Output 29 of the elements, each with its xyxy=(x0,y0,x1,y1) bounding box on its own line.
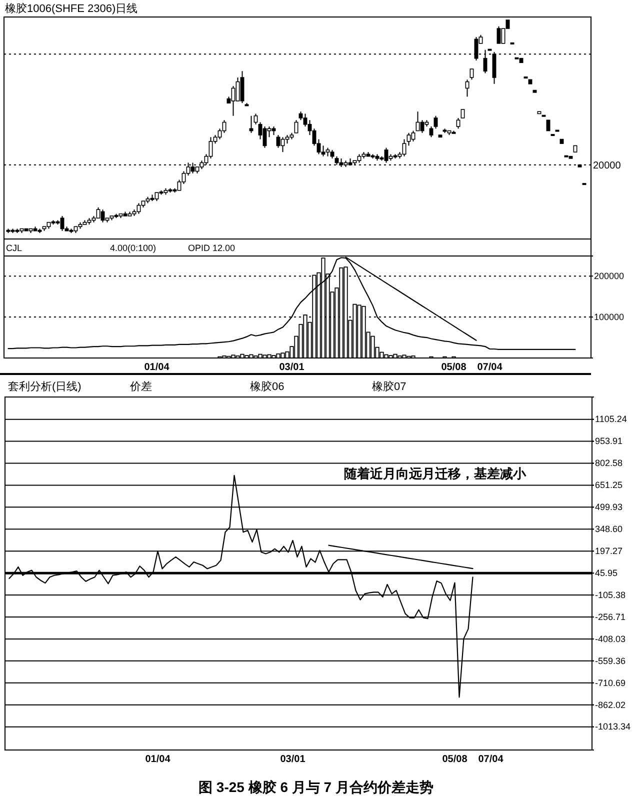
y-tick-label: 499.93 xyxy=(595,502,623,512)
x-tick-label: 07/04 xyxy=(478,754,504,766)
chart-title: 套利分析(日线) xyxy=(8,380,82,393)
y-tick-label: -862.02 xyxy=(595,700,626,710)
x-tick-label: 03/01 xyxy=(280,754,306,766)
y-tick-label: -710.69 xyxy=(595,678,626,688)
x-tick-label: 01/04 xyxy=(145,754,171,766)
text: 价差 xyxy=(129,381,152,393)
y-tick-label: 348.60 xyxy=(595,524,623,534)
y-tick-label: 802.58 xyxy=(595,458,623,468)
y-tick-label: -559.36 xyxy=(595,656,626,666)
text: 橡胶07 xyxy=(372,380,406,393)
y-tick-label: 1105.24 xyxy=(595,414,627,424)
y-tick-label: 953.91 xyxy=(595,436,623,446)
y-tick-label: -408.03 xyxy=(595,634,626,644)
y-tick-label: 45.95 xyxy=(595,568,618,578)
y-tick-label: -256.71 xyxy=(595,612,626,622)
caption: 图 3-25 橡胶 6 月与 7 月合约价差走势 xyxy=(198,779,434,795)
y-tick-label: -105.38 xyxy=(595,590,626,600)
annotation: 随着近月向远月迁移，基差减小 xyxy=(344,466,527,481)
y-tick-label: 651.25 xyxy=(595,480,623,490)
chart-title: 橡胶1006(SHFE 2306)日线 xyxy=(5,2,138,15)
text: 橡胶06 xyxy=(250,380,284,393)
y-tick-label: -1013.34 xyxy=(595,722,631,732)
y-tick-label: 200000 xyxy=(594,270,624,281)
text: 20000 xyxy=(593,160,622,172)
y-tick-label: 197.27 xyxy=(595,546,623,556)
x-tick-label: 05/08 xyxy=(442,754,468,766)
y-tick-label: 100000 xyxy=(594,312,624,322)
